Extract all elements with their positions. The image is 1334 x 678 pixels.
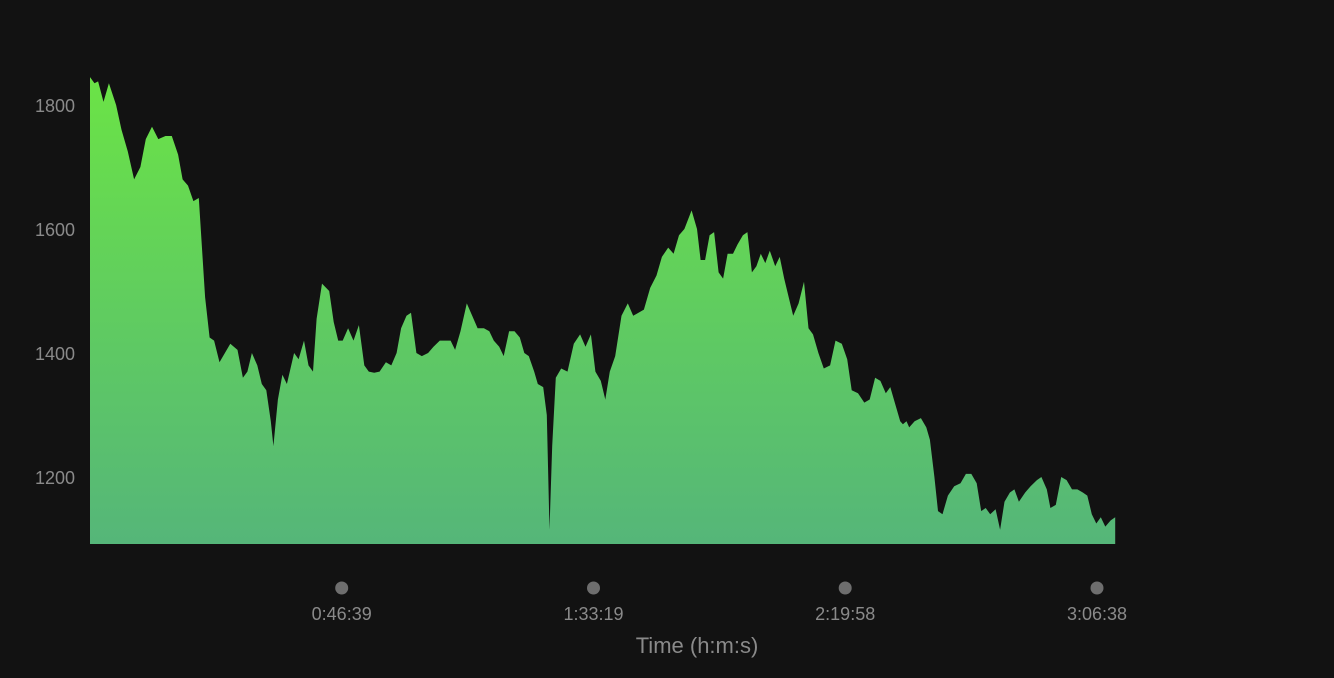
x-tick-marker — [1090, 581, 1104, 595]
x-tick-label: 3:06:38 — [1067, 604, 1127, 624]
y-tick-label: 1400 — [35, 344, 75, 364]
y-tick-label: 1600 — [35, 220, 75, 240]
plot-area — [90, 77, 1116, 544]
y-axis: 1200 1400 1600 1800 — [35, 96, 75, 488]
x-tick-marker — [838, 581, 852, 595]
y-tick-label: 1800 — [35, 96, 75, 116]
x-tick-marker — [335, 581, 349, 595]
x-tick-label: 2:19:58 — [815, 604, 875, 624]
x-tick-label: 0:46:39 — [312, 604, 372, 624]
y-tick-label: 1200 — [35, 468, 75, 488]
x-tick-marker — [587, 581, 600, 595]
x-tick-label: 1:33:19 — [563, 604, 623, 624]
x-axis: 0:46:39 1:33:19 2:19:58 3:06:38 — [312, 581, 1127, 624]
series-area-0 — [90, 77, 1116, 544]
x-axis-label: Time (h:m:s) — [636, 633, 759, 658]
